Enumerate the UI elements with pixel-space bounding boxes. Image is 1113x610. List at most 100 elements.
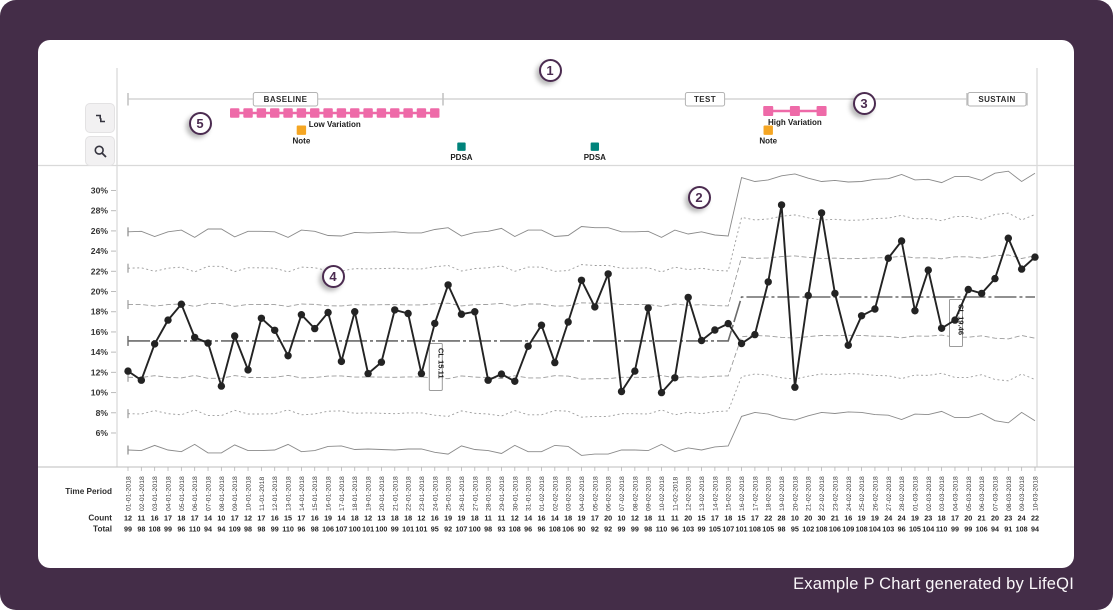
period-label-test[interactable]: TEST: [684, 92, 726, 107]
data-point[interactable]: [457, 310, 466, 318]
data-point[interactable]: [1031, 253, 1039, 261]
data-point[interactable]: [217, 382, 226, 390]
data-point[interactable]: [804, 291, 812, 300]
data-point[interactable]: [257, 314, 266, 322]
x-date-label: 09-02-2018: [646, 476, 653, 511]
data-point[interactable]: [591, 303, 599, 311]
data-point[interactable]: [991, 274, 999, 283]
data-point[interactable]: [631, 367, 639, 375]
data-point[interactable]: [977, 289, 986, 298]
total-value: 98: [778, 525, 786, 534]
svg-text:CL 15.11: CL 15.11: [436, 348, 445, 379]
count-value: 12: [244, 514, 252, 523]
data-point[interactable]: [150, 340, 159, 348]
data-point[interactable]: [524, 342, 532, 350]
data-point[interactable]: [857, 312, 866, 320]
count-value: 12: [124, 514, 132, 523]
data-point[interactable]: [884, 254, 892, 262]
data-point[interactable]: [271, 326, 279, 334]
data-point[interactable]: [484, 376, 492, 384]
data-point[interactable]: [364, 369, 372, 378]
data-point[interactable]: [617, 387, 626, 396]
annotation-circle-3[interactable]: 3: [852, 91, 876, 115]
data-point[interactable]: [137, 376, 146, 384]
high-variation-marker[interactable]: High Variation: [763, 106, 827, 127]
pdsa-marker-1[interactable]: PDSA: [450, 142, 473, 163]
data-point[interactable]: [817, 209, 826, 217]
data-point[interactable]: [431, 319, 439, 328]
data-point[interactable]: [337, 357, 346, 366]
data-point[interactable]: [391, 306, 399, 314]
note-marker-2[interactable]: Note: [759, 125, 778, 146]
zoom-button[interactable]: [85, 136, 115, 166]
data-point[interactable]: [577, 276, 586, 284]
data-point[interactable]: [311, 324, 319, 333]
data-point[interactable]: [444, 281, 452, 289]
data-point[interactable]: [871, 305, 879, 313]
svg-text:High Variation: High Variation: [768, 118, 822, 127]
period-label-baseline[interactable]: BASELINE: [252, 92, 319, 107]
data-point[interactable]: [844, 341, 852, 349]
data-point[interactable]: [644, 304, 652, 312]
data-point[interactable]: [284, 352, 292, 360]
data-point[interactable]: [897, 237, 906, 245]
annotation-circle-2[interactable]: 2: [687, 185, 711, 209]
data-point[interactable]: [951, 316, 959, 324]
data-point[interactable]: [404, 309, 412, 318]
data-point[interactable]: [937, 324, 946, 332]
pdsa-marker-2[interactable]: PDSA: [584, 142, 606, 163]
low-variation-marker[interactable]: Low Variation: [230, 108, 440, 129]
data-point[interactable]: [244, 366, 252, 374]
data-point[interactable]: [737, 339, 746, 348]
annotation-circle-5[interactable]: 5: [188, 111, 212, 135]
data-point[interactable]: [190, 333, 199, 342]
data-point[interactable]: [697, 336, 706, 345]
data-point[interactable]: [497, 370, 506, 378]
data-point[interactable]: [711, 326, 719, 334]
data-point[interactable]: [777, 201, 786, 209]
data-point[interactable]: [297, 311, 306, 319]
note-marker-1[interactable]: Note: [293, 125, 311, 146]
data-point[interactable]: [1004, 234, 1013, 242]
data-point[interactable]: [204, 339, 212, 347]
data-point[interactable]: [791, 383, 799, 391]
data-point[interactable]: [377, 358, 386, 366]
annotation-circle-4[interactable]: 4: [321, 264, 345, 288]
data-point[interactable]: [671, 374, 679, 382]
annotation-circle-1[interactable]: 1: [538, 58, 562, 82]
data-point[interactable]: [537, 321, 546, 329]
data-point[interactable]: [564, 318, 572, 326]
data-point[interactable]: [511, 377, 519, 385]
x-date-label: 02-01-2018: [139, 476, 146, 511]
data-point[interactable]: [657, 388, 666, 397]
data-point[interactable]: [351, 308, 359, 316]
data-point[interactable]: [604, 270, 612, 278]
cl-label-1[interactable]: CL 15.11: [428, 342, 445, 391]
data-point[interactable]: [124, 367, 132, 375]
data-point[interactable]: [924, 266, 932, 274]
x-date-label: 07-01-2018: [206, 476, 213, 511]
total-value: 103: [882, 525, 894, 534]
data-point[interactable]: [964, 285, 972, 294]
data-point[interactable]: [551, 358, 559, 367]
data-point[interactable]: [164, 316, 172, 324]
data-point[interactable]: [911, 307, 919, 315]
data-point[interactable]: [724, 319, 732, 328]
data-point[interactable]: [231, 332, 239, 340]
count-value: 17: [711, 514, 719, 523]
total-value: 105: [709, 525, 721, 534]
data-point[interactable]: [324, 308, 332, 317]
data-point[interactable]: [417, 369, 426, 378]
total-value: 100: [375, 525, 387, 534]
data-point[interactable]: [1017, 265, 1026, 273]
data-point[interactable]: [831, 289, 839, 298]
data-point[interactable]: [177, 300, 186, 308]
data-point[interactable]: [471, 308, 479, 316]
collapse-button[interactable]: [85, 103, 115, 133]
total-value: 99: [164, 525, 172, 534]
period-label-sustain[interactable]: SUSTAIN: [967, 92, 1027, 107]
data-point[interactable]: [684, 293, 692, 302]
data-point[interactable]: [751, 330, 759, 339]
data-point[interactable]: [764, 278, 772, 286]
